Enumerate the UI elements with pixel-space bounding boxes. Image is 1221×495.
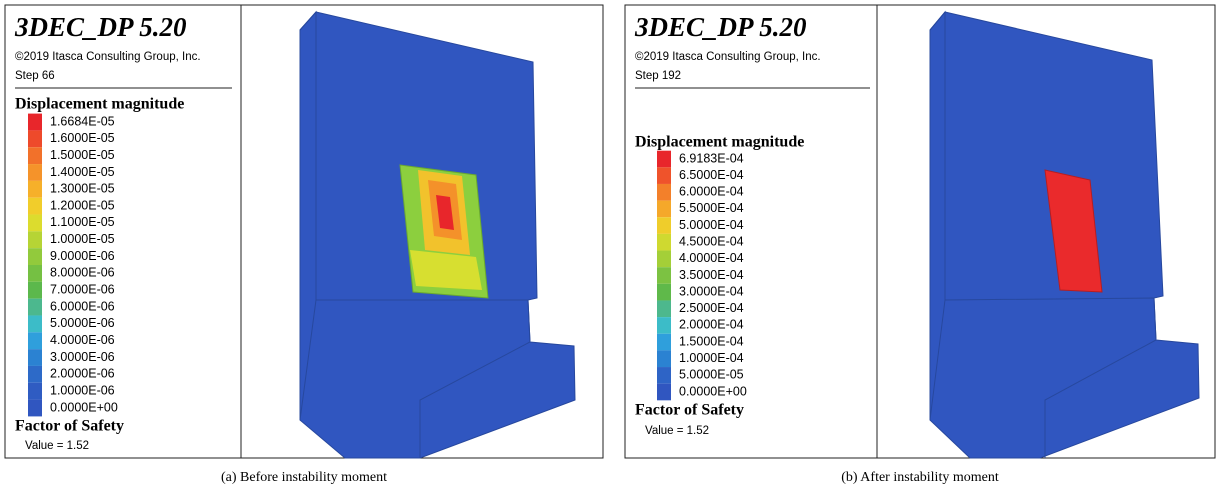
legend-swatch — [657, 350, 671, 367]
legend-swatch — [28, 332, 42, 349]
legend-label: 4.0000E-04 — [679, 251, 744, 265]
legend-swatch — [657, 151, 671, 168]
legend-label: 1.1000E-05 — [50, 215, 115, 229]
legend-label: 4.5000E-04 — [679, 235, 744, 249]
fos-title: Factor of Safety — [15, 418, 124, 435]
legend-swatch — [28, 147, 42, 164]
legend-label: 6.0000E-06 — [50, 299, 115, 313]
legend-label: 3.5000E-04 — [679, 268, 744, 282]
legend-label: 0.0000E+00 — [679, 384, 747, 398]
legend-swatch — [28, 198, 42, 215]
legend-label: 1.5000E-05 — [50, 148, 115, 162]
fos-title: Factor of Safety — [635, 402, 744, 419]
fos-value: Value = 1.52 — [25, 440, 89, 452]
legend-label: 1.0000E-05 — [50, 232, 115, 246]
legend-swatch — [657, 317, 671, 334]
legend-label: 4.0000E-06 — [50, 333, 115, 347]
copyright: ©2019 Itasca Consulting Group, Inc. — [635, 51, 821, 63]
legend-swatch — [657, 384, 671, 401]
legend-swatch — [657, 217, 671, 234]
step: Step 192 — [635, 70, 681, 82]
legend-swatch — [657, 201, 671, 218]
figure: 3DEC_DP 5.20 ©2019 Itasca Consulting Gro… — [0, 0, 1221, 490]
legend-label: 5.0000E-06 — [50, 316, 115, 330]
legend-swatch — [28, 164, 42, 181]
legend-label: 1.3000E-05 — [50, 182, 115, 196]
legend-swatch — [28, 248, 42, 265]
legend-label: 2.0000E-06 — [50, 367, 115, 381]
legend-swatch — [657, 300, 671, 317]
legend-label: 5.0000E-05 — [679, 368, 744, 382]
legend-title: Displacement magnitude — [635, 134, 804, 151]
legend-title: Displacement magnitude — [15, 96, 184, 113]
copyright: ©2019 Itasca Consulting Group, Inc. — [15, 51, 201, 63]
legend-label: 1.0000E-04 — [679, 351, 744, 365]
legend-swatch — [28, 315, 42, 332]
legend-label: 1.6684E-05 — [50, 114, 115, 128]
legend-label: 3.0000E-04 — [679, 284, 744, 298]
caption: (a) Before instability moment — [221, 470, 387, 485]
legend-swatch — [657, 184, 671, 201]
app-title: 3DEC_DP 5.20 — [14, 12, 187, 42]
legend-label: 1.4000E-05 — [50, 165, 115, 179]
legend-swatch — [28, 114, 42, 131]
legend-label: 5.0000E-04 — [679, 218, 744, 232]
legend-swatch — [657, 367, 671, 384]
legend-swatch — [657, 167, 671, 184]
legend-label: 9.0000E-06 — [50, 249, 115, 263]
app-title: 3DEC_DP 5.20 — [634, 12, 807, 42]
legend-label: 2.0000E-04 — [679, 318, 744, 332]
legend-label: 6.0000E-04 — [679, 185, 744, 199]
legend-label: 6.5000E-04 — [679, 168, 744, 182]
legend-swatch — [28, 215, 42, 232]
legend-label: 1.6000E-05 — [50, 131, 115, 145]
legend-label: 8.0000E-06 — [50, 266, 115, 280]
legend-swatch — [28, 130, 42, 147]
legend-label: 2.5000E-04 — [679, 301, 744, 315]
legend-label: 6.9183E-04 — [679, 151, 744, 165]
legend-swatch — [657, 234, 671, 251]
legend-swatch — [28, 349, 42, 366]
legend-label: 3.0000E-06 — [50, 350, 115, 364]
legend-swatch — [657, 267, 671, 284]
legend-swatch — [28, 366, 42, 383]
panel: 3DEC_DP 5.20 ©2019 Itasca Consulting Gro… — [625, 5, 1215, 485]
panel: 3DEC_DP 5.20 ©2019 Itasca Consulting Gro… — [5, 5, 603, 485]
legend-swatch — [28, 265, 42, 282]
legend-label: 5.5000E-04 — [679, 201, 744, 215]
legend-swatch — [28, 181, 42, 198]
step: Step 66 — [15, 70, 55, 82]
legend-swatch — [657, 334, 671, 351]
legend-label: 7.0000E-06 — [50, 283, 115, 297]
fos-value: Value = 1.52 — [645, 425, 709, 437]
legend-swatch — [28, 231, 42, 248]
legend-swatch — [657, 284, 671, 301]
legend-label: 0.0000E+00 — [50, 400, 118, 414]
legend-swatch — [28, 400, 42, 417]
legend-label: 1.5000E-04 — [679, 334, 744, 348]
legend-label: 1.2000E-05 — [50, 198, 115, 212]
legend-swatch — [657, 251, 671, 268]
displacement-patch — [400, 165, 488, 298]
legend-label: 1.0000E-06 — [50, 383, 115, 397]
caption: (b) After instability moment — [841, 470, 999, 485]
legend-swatch — [28, 282, 42, 299]
legend-swatch — [28, 299, 42, 316]
legend-swatch — [28, 383, 42, 400]
